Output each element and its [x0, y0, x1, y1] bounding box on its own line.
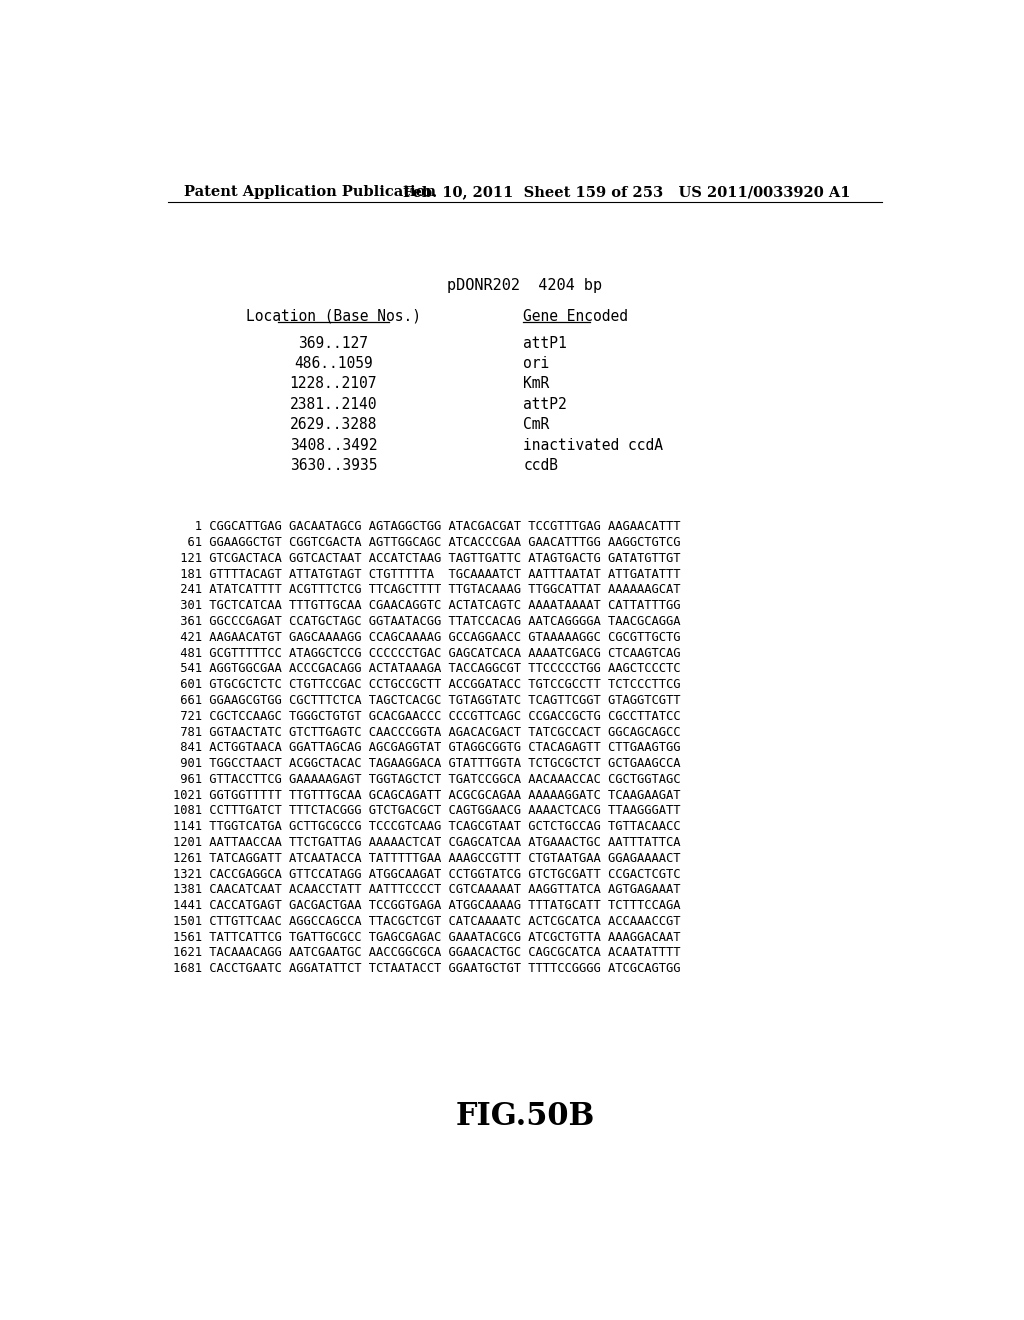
Text: 486..1059: 486..1059 — [294, 356, 373, 371]
Text: 3408..3492: 3408..3492 — [290, 437, 377, 453]
Text: 601 GTGCGCTCTC CTGTTCCGAC CCTGCCGCTT ACCGGATACC TGTCCGCCTT TCTCCCTTCG: 601 GTGCGCTCTC CTGTTCCGAC CCTGCCGCTT ACC… — [173, 678, 681, 692]
Text: FIG.50B: FIG.50B — [456, 1101, 594, 1133]
Text: 61 GGAAGGCTGT CGGTCGACTA AGTTGGCAGC ATCACCCGAA GAACATTTGG AAGGCTGTCG: 61 GGAAGGCTGT CGGTCGACTA AGTTGGCAGC ATCA… — [173, 536, 681, 549]
Text: 481 GCGTTTTTCC ATAGGCTCCG CCCCCCTGAC GAGCATCACA AAAATCGACG CTCAAGTCAG: 481 GCGTTTTTCC ATAGGCTCCG CCCCCCTGAC GAG… — [173, 647, 681, 660]
Text: 721 CGCTCCAAGC TGGGCTGTGT GCACGAACCC CCCGTTCAGC CCGACCGCTG CGCCTTATCC: 721 CGCTCCAAGC TGGGCTGTGT GCACGAACCC CCC… — [173, 710, 681, 723]
Text: 661 GGAAGCGTGG CGCTTTCTCA TAGCTCACGC TGTAGGTATC TCAGTTCGGT GTAGGTCGTT: 661 GGAAGCGTGG CGCTTTCTCA TAGCTCACGC TGT… — [173, 694, 681, 708]
Text: 361 GGCCCGAGAT CCATGCTAGC GGTAATACGG TTATCCACAG AATCAGGGGA TAACGCAGGA: 361 GGCCCGAGAT CCATGCTAGC GGTAATACGG TTA… — [173, 615, 681, 628]
Text: Gene Encoded: Gene Encoded — [523, 309, 629, 323]
Text: KmR: KmR — [523, 376, 550, 391]
Text: 1081 CCTTTGATCT TTTCTACGGG GTCTGACGCT CAGTGGAACG AAAACTCACG TTAAGGGATT: 1081 CCTTTGATCT TTTCTACGGG GTCTGACGCT CA… — [173, 804, 681, 817]
Text: 1 CGGCATTGAG GACAATAGCG AGTAGGCTGG ATACGACGAT TCCGTTTGAG AAGAACATTT: 1 CGGCATTGAG GACAATAGCG AGTAGGCTGG ATACG… — [173, 520, 681, 533]
Text: 1021 GGTGGTTTTT TTGTTTGCAA GCAGCAGATT ACGCGCAGAA AAAAAGGATC TCAAGAAGAT: 1021 GGTGGTTTTT TTGTTTGCAA GCAGCAGATT AC… — [173, 788, 681, 801]
Text: inactivated ccdA: inactivated ccdA — [523, 437, 664, 453]
Text: 781 GGTAACTATC GTCTTGAGTC CAACCCGGTA AGACACGACT TATCGCCACT GGCAGCAGCC: 781 GGTAACTATC GTCTTGAGTC CAACCCGGTA AGA… — [173, 726, 681, 738]
Text: 181 GTTTTACAGT ATTATGTAGT CTGTTTTTA  TGCAAAATCT AATTTAATAT ATTGATATTT: 181 GTTTTACAGT ATTATGTAGT CTGTTTTTA TGCA… — [173, 568, 681, 581]
Text: Feb. 10, 2011  Sheet 159 of 253   US 2011/0033920 A1: Feb. 10, 2011 Sheet 159 of 253 US 2011/0… — [403, 185, 851, 199]
Text: 1621 TACAAACAGG AATCGAATGC AACCGGCGCA GGAACACTGC CAGCGCATCA ACAATATTTT: 1621 TACAAACAGG AATCGAATGC AACCGGCGCA GG… — [173, 946, 681, 960]
Text: 241 ATATCATTTT ACGTTTCTCG TTCAGCTTTT TTGTACAAAG TTGGCATTAT AAAAAAGCAT: 241 ATATCATTTT ACGTTTCTCG TTCAGCTTTT TTG… — [173, 583, 681, 597]
Text: 1501 CTTGTTCAAC AGGCCAGCCA TTACGCTCGT CATCAAAATC ACTCGCATCA ACCAAACCGT: 1501 CTTGTTCAAC AGGCCAGCCA TTACGCTCGT CA… — [173, 915, 681, 928]
Text: ori: ori — [523, 356, 550, 371]
Text: 1201 AATTAACCAA TTCTGATTAG AAAAACTCAT CGAGCATCAA ATGAAACTGC AATTTATTCA: 1201 AATTAACCAA TTCTGATTAG AAAAACTCAT CG… — [173, 836, 681, 849]
Text: 121 GTCGACTACA GGTCACTAAT ACCATCTAAG TAGTTGATTC ATAGTGACTG GATATGTTGT: 121 GTCGACTACA GGTCACTAAT ACCATCTAAG TAG… — [173, 552, 681, 565]
Text: 961 GTTACCTTCG GAAAAAGAGT TGGTAGCTCT TGATCCGGCA AACAAACCAC CGCTGGTAGC: 961 GTTACCTTCG GAAAAAGAGT TGGTAGCTCT TGA… — [173, 774, 681, 785]
Text: attP1: attP1 — [523, 335, 567, 351]
Text: 1381 CAACATCAAT ACAACCTATT AATTTCCCCT CGTCAAAAAT AAGGTTATCA AGTGAGAAAT: 1381 CAACATCAAT ACAACCTATT AATTTCCCCT CG… — [173, 883, 681, 896]
Text: 541 AGGTGGCGAA ACCCGACAGG ACTATAAAGA TACCAGGCGT TTCCCCCTGG AAGCTCCCTC: 541 AGGTGGCGAA ACCCGACAGG ACTATAAAGA TAC… — [173, 663, 681, 676]
Text: Location (Base Nos.): Location (Base Nos.) — [246, 309, 421, 323]
Text: Patent Application Publication: Patent Application Publication — [183, 185, 436, 199]
Text: 301 TGCTCATCAA TTTGTTGCAA CGAACAGGTC ACTATCAGTC AAAATAAAAT CATTATTTGG: 301 TGCTCATCAA TTTGTTGCAA CGAACAGGTC ACT… — [173, 599, 681, 612]
Text: 2381..2140: 2381..2140 — [290, 397, 377, 412]
Text: attP2: attP2 — [523, 397, 567, 412]
Text: 1228..2107: 1228..2107 — [290, 376, 377, 391]
Text: 1441 CACCATGAGT GACGACTGAA TCCGGTGAGA ATGGCAAAAG TTTATGCATT TCTTTCCAGA: 1441 CACCATGAGT GACGACTGAA TCCGGTGAGA AT… — [173, 899, 681, 912]
Text: 1321 CACCGAGGCA GTTCCATAGG ATGGCAAGAT CCTGGTATCG GTCTGCGATT CCGACTCGTC: 1321 CACCGAGGCA GTTCCATAGG ATGGCAAGAT CC… — [173, 867, 681, 880]
Text: 1141 TTGGTCATGA GCTTGCGCCG TCCCGTCAAG TCAGCGTAAT GCTCTGCCAG TGTTACAACC: 1141 TTGGTCATGA GCTTGCGCCG TCCCGTCAAG TC… — [173, 820, 681, 833]
Text: 901 TGGCCTAACT ACGGCTACAC TAGAAGGACA GTATTTGGTA TCTGCGCTCT GCTGAAGCCA: 901 TGGCCTAACT ACGGCTACAC TAGAAGGACA GTA… — [173, 758, 681, 770]
Text: 3630..3935: 3630..3935 — [290, 458, 377, 473]
Text: 421 AAGAACATGT GAGCAAAAGG CCAGCAAAAG GCCAGGAACC GTAAAAAGGC CGCGTTGCTG: 421 AAGAACATGT GAGCAAAAGG CCAGCAAAAG GCC… — [173, 631, 681, 644]
Text: 1261 TATCAGGATT ATCAATACCA TATTTTTGAA AAAGCCGTTT CTGTAATGAA GGAGAAAACT: 1261 TATCAGGATT ATCAATACCA TATTTTTGAA AA… — [173, 851, 681, 865]
Text: 2629..3288: 2629..3288 — [290, 417, 377, 432]
Text: 1561 TATTCATTCG TGATTGCGCC TGAGCGAGAC GAAATACGCG ATCGCTGTTA AAAGGACAAT: 1561 TATTCATTCG TGATTGCGCC TGAGCGAGAC GA… — [173, 931, 681, 944]
Text: pDONR202  4204 bp: pDONR202 4204 bp — [447, 277, 602, 293]
Text: ccdB: ccdB — [523, 458, 558, 473]
Text: CmR: CmR — [523, 417, 550, 432]
Text: 841 ACTGGTAACA GGATTAGCAG AGCGAGGTAT GTAGGCGGTG CTACAGAGTT CTTGAAGTGG: 841 ACTGGTAACA GGATTAGCAG AGCGAGGTAT GTA… — [173, 742, 681, 754]
Text: 1681 CACCTGAATC AGGATATTCT TCTAATACCT GGAATGCTGT TTTTCCGGGG ATCGCAGTGG: 1681 CACCTGAATC AGGATATTCT TCTAATACCT GG… — [173, 962, 681, 975]
Text: 369..127: 369..127 — [298, 335, 369, 351]
